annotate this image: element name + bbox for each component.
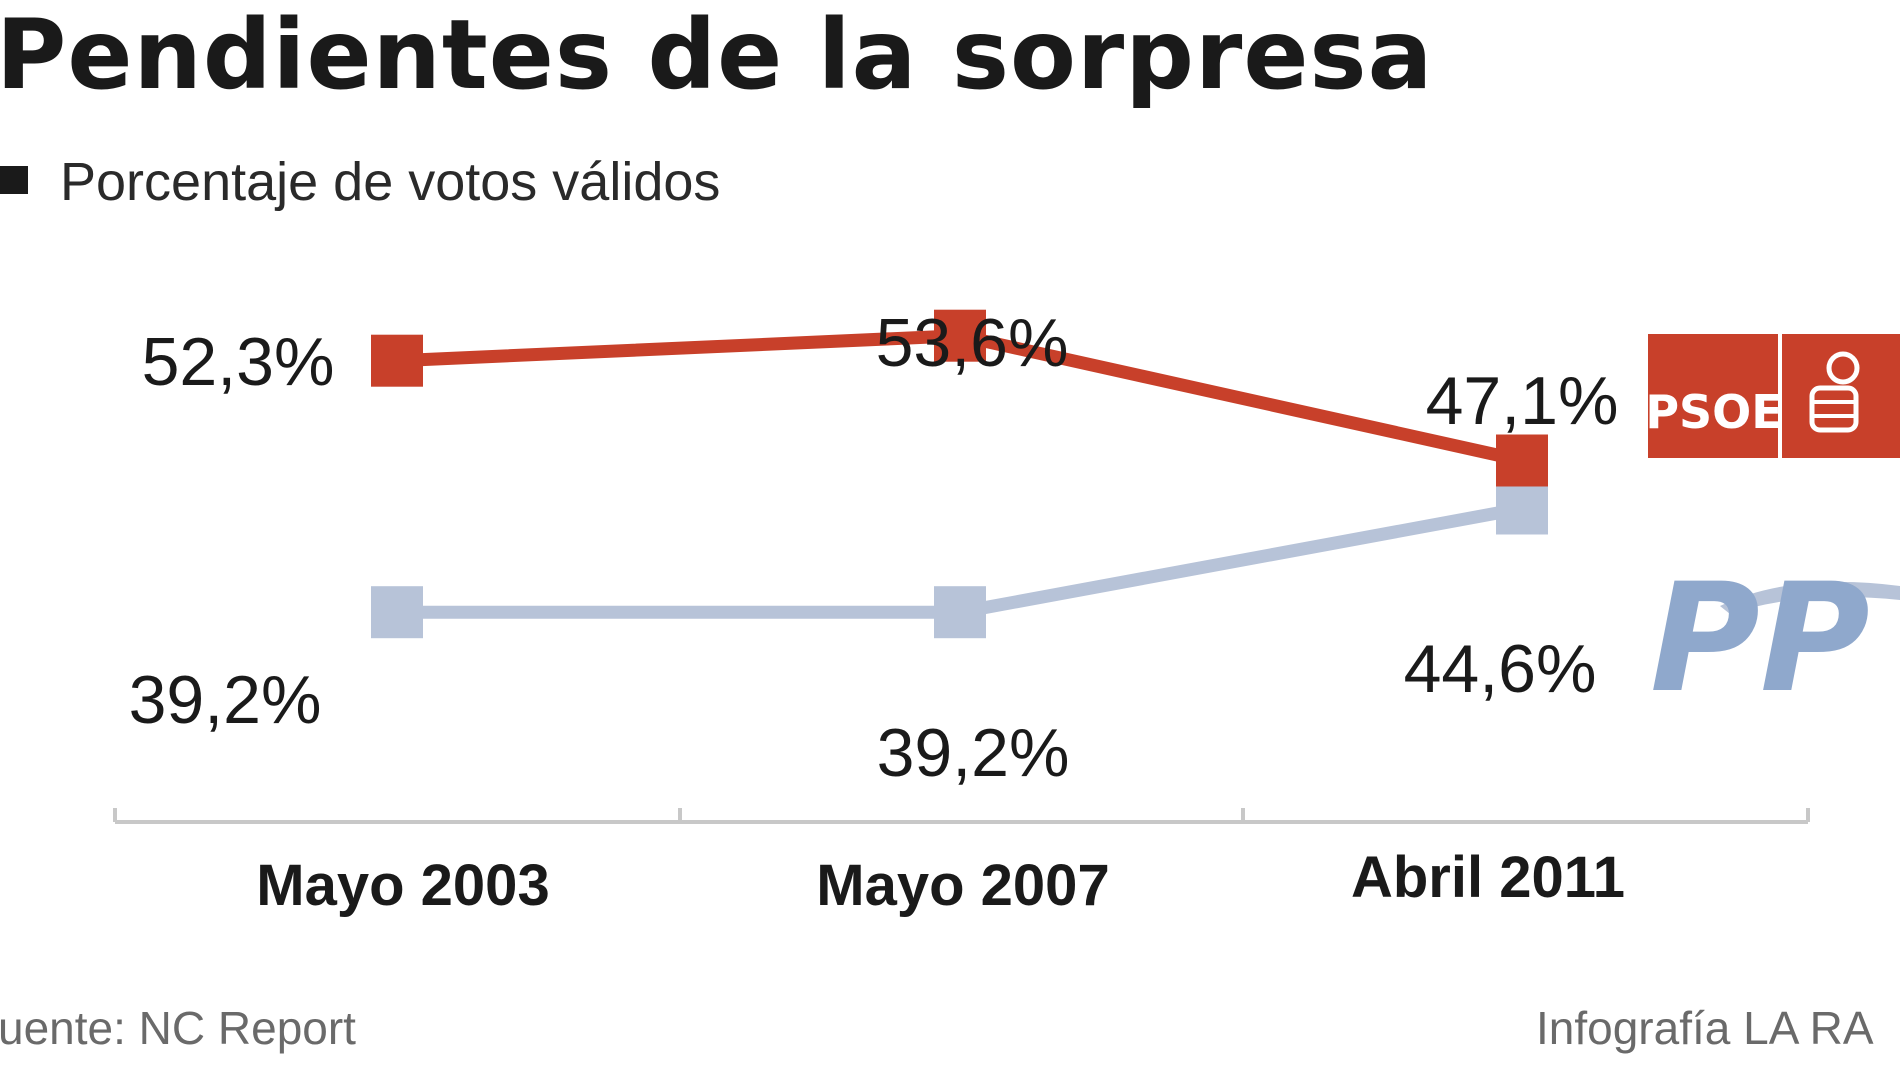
data-point-pp-mayo-2003 [371, 586, 423, 639]
data-point-psoe-mayo-2003 [371, 334, 423, 387]
source-note: uente: NC Report [0, 1002, 356, 1054]
psoe-logo-text: PSOE [1645, 385, 1782, 439]
credit-note: Infografía LA RA [1536, 1002, 1874, 1054]
pp-logo-text: PP [1650, 552, 1870, 726]
data-label-psoe-abril-2011: 47,1% [1426, 363, 1619, 439]
data-point-psoe-abril-2011 [1496, 434, 1548, 487]
chart-subtitle: Porcentaje de votos válidos [60, 152, 720, 212]
data-label-psoe-mayo-2007: 53,6% [876, 305, 1069, 381]
pp-gull-icon [1720, 581, 1900, 614]
data-point-psoe-mayo-2007 [934, 309, 986, 362]
x-tick-label-abril-2011: Abril 2011 [1351, 845, 1625, 910]
data-point-pp-mayo-2007 [934, 586, 986, 639]
x-tick-label-mayo-2003: Mayo 2003 [256, 853, 549, 918]
data-label-pp-abril-2011: 44,6% [1404, 631, 1597, 707]
data-label-psoe-mayo-2003: 52,3% [142, 324, 335, 400]
chart-title: Pendientes de la sorpresa [0, 0, 1433, 111]
x-tick-label-mayo-2007: Mayo 2007 [816, 853, 1109, 918]
data-label-pp-mayo-2003: 39,2% [129, 662, 322, 738]
subtitle-marker [0, 166, 28, 194]
data-label-pp-mayo-2007: 39,2% [877, 715, 1070, 791]
rose-fist-icon [1809, 351, 1860, 433]
pp-logo: PP [1650, 552, 1900, 726]
psoe-logo: PSOE [1645, 334, 1900, 458]
data-point-pp-abril-2011 [1496, 482, 1548, 535]
